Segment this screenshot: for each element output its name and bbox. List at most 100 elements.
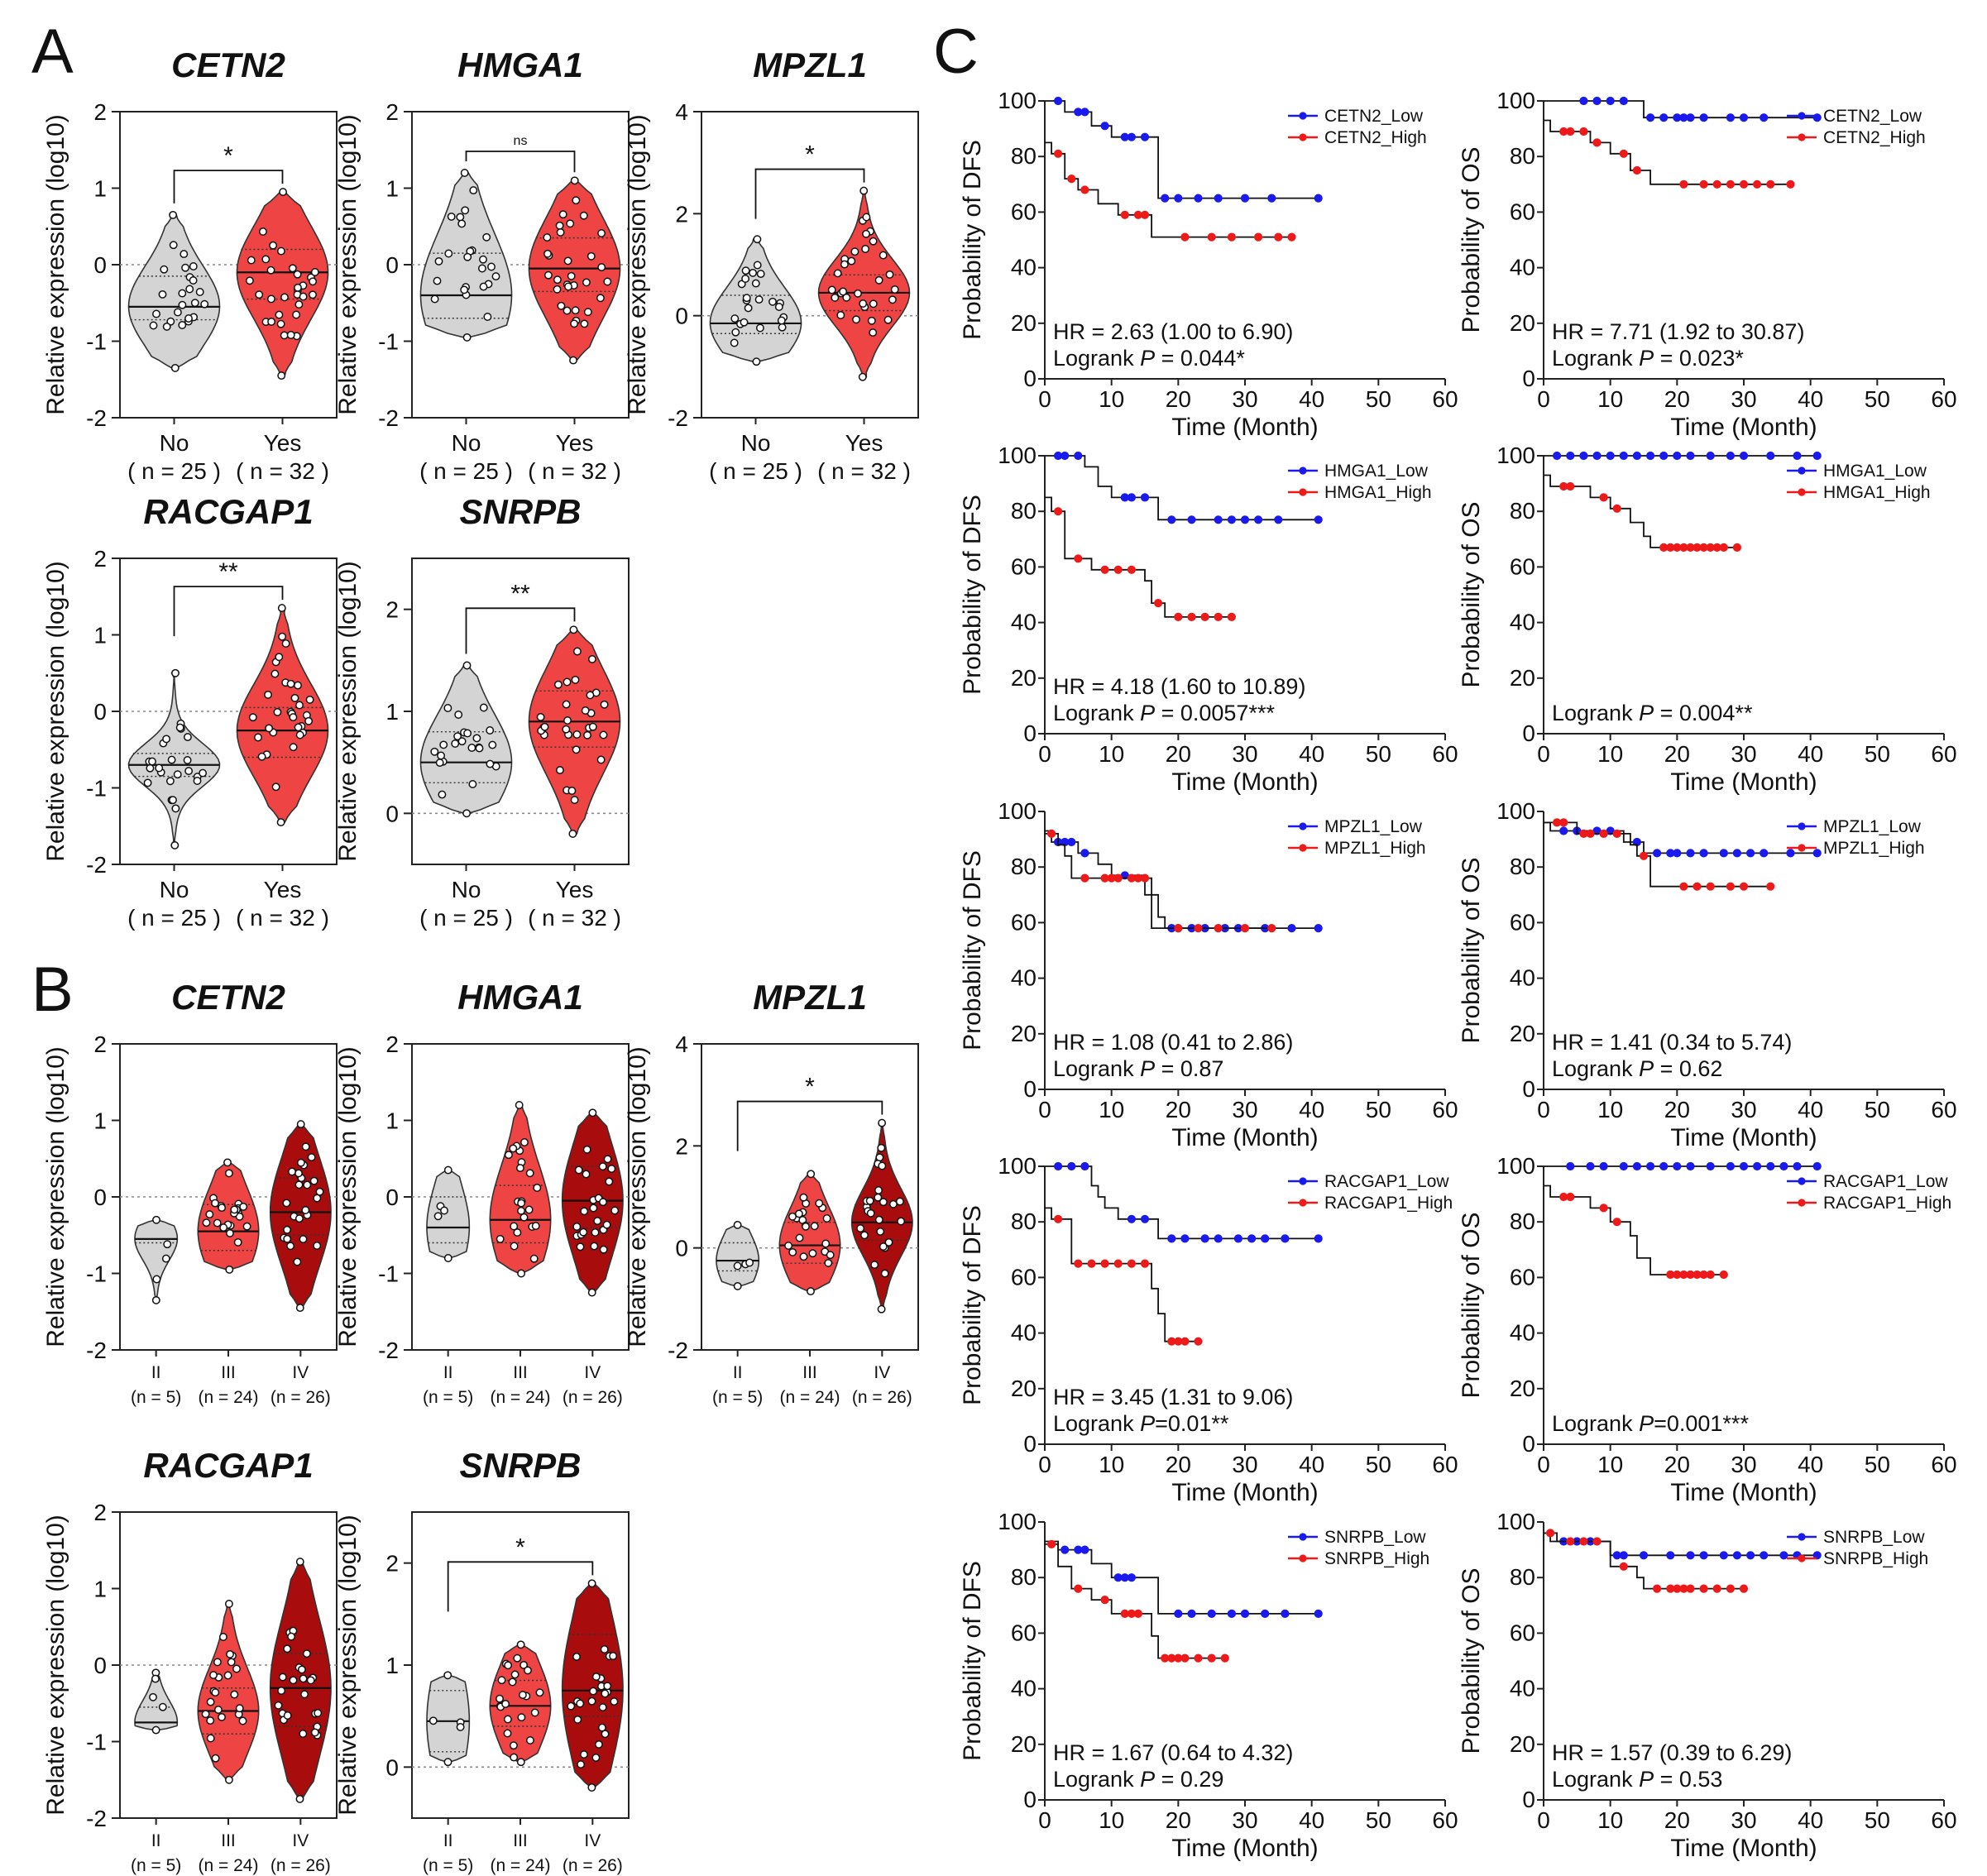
survival-curve-mpzl1-high bbox=[1045, 833, 1272, 929]
data-point bbox=[289, 743, 298, 752]
censor-mark bbox=[1061, 451, 1070, 461]
y-axis-title: Relative expression (log10) bbox=[42, 561, 69, 862]
censor-mark bbox=[1726, 882, 1735, 891]
data-point bbox=[741, 275, 750, 283]
legend-marker bbox=[1299, 844, 1307, 852]
significance-label: * bbox=[805, 141, 815, 169]
data-point bbox=[563, 716, 572, 725]
censor-mark bbox=[1054, 1161, 1063, 1171]
x-axis-title: Time (Month) bbox=[1171, 1835, 1318, 1862]
data-point bbox=[516, 1640, 525, 1649]
km-plot-hmga1-dfs: 0 20 40 60 80 100 0 10 20 30 40 50 60 Time (Month) Pro… bbox=[959, 443, 1458, 796]
stats-text: Logrank P = 0.29 bbox=[1053, 1767, 1223, 1792]
censor-mark bbox=[1760, 113, 1769, 122]
significance-bracket bbox=[465, 607, 576, 654]
violin-plot-b-racgap1: RACGAP1 -2 -1 0 1 2 Relative expression (log10… bbox=[42, 1446, 338, 1875]
data-point bbox=[294, 723, 303, 732]
y-tick-label: 20 bbox=[1510, 1376, 1535, 1401]
x-tick-label: III bbox=[802, 1363, 817, 1382]
data-point bbox=[884, 1237, 893, 1247]
x-tick-label: 50 bbox=[1366, 1807, 1391, 1833]
censor-mark bbox=[1180, 1653, 1190, 1663]
censor-mark bbox=[1739, 179, 1749, 189]
y-tick-label: 2 bbox=[385, 597, 399, 623]
legend-marker bbox=[1798, 1533, 1806, 1541]
data-point bbox=[599, 730, 608, 739]
censor-mark bbox=[1766, 179, 1775, 189]
data-point bbox=[294, 283, 302, 292]
censor-mark bbox=[1686, 1551, 1695, 1560]
data-point bbox=[297, 1665, 306, 1674]
x-tick-label: 40 bbox=[1299, 741, 1324, 767]
x-axis-title: Time (Month) bbox=[1670, 1479, 1817, 1506]
y-tick-label: 0 bbox=[385, 801, 399, 826]
data-point bbox=[513, 1653, 522, 1663]
data-point bbox=[603, 277, 612, 286]
data-point bbox=[443, 1671, 452, 1680]
data-point bbox=[572, 196, 581, 205]
data-point bbox=[583, 730, 591, 739]
data-point bbox=[558, 210, 567, 219]
x-tick-label: II bbox=[151, 1831, 161, 1850]
data-point bbox=[205, 1210, 214, 1219]
data-point bbox=[836, 311, 845, 319]
censor-mark bbox=[1080, 849, 1089, 858]
censor-mark bbox=[1739, 882, 1749, 891]
data-point bbox=[169, 241, 178, 250]
x-tick-label: 30 bbox=[1232, 386, 1257, 412]
stats-text: HR = 1.08 (0.41 to 2.86) bbox=[1053, 1030, 1293, 1055]
survival-curve-cetn2-high bbox=[1544, 119, 1791, 185]
x-tick-label: III bbox=[513, 1831, 528, 1850]
data-point bbox=[778, 323, 787, 332]
data-point bbox=[288, 1167, 296, 1176]
censor-mark bbox=[1566, 451, 1575, 461]
data-point bbox=[310, 1728, 319, 1737]
x-tick-label: 0 bbox=[1537, 1452, 1550, 1477]
data-point bbox=[530, 1708, 539, 1717]
censor-mark bbox=[1154, 599, 1163, 608]
data-point bbox=[741, 266, 750, 275]
data-point bbox=[271, 669, 280, 678]
data-point bbox=[515, 1101, 524, 1109]
x-tick-label: II bbox=[443, 1831, 453, 1850]
data-point bbox=[518, 1691, 527, 1700]
censor-mark bbox=[1686, 849, 1695, 858]
data-point bbox=[582, 1145, 591, 1154]
data-point bbox=[230, 1690, 239, 1699]
legend-marker bbox=[1798, 1199, 1806, 1207]
x-tick-label: 20 bbox=[1166, 741, 1191, 767]
data-point bbox=[224, 1775, 233, 1784]
data-point bbox=[429, 1716, 438, 1725]
data-point bbox=[510, 1670, 519, 1679]
data-point bbox=[888, 295, 897, 304]
data-point bbox=[295, 1304, 304, 1313]
y-tick-label: 1 bbox=[385, 176, 399, 202]
y-axis-title: Relative expression (log10) bbox=[624, 1046, 651, 1347]
x-tick-label: 20 bbox=[1166, 1807, 1191, 1833]
y-tick-label: 100 bbox=[998, 798, 1037, 824]
data-point bbox=[479, 255, 487, 264]
data-point bbox=[571, 306, 580, 315]
data-point bbox=[597, 229, 606, 237]
x-tick-label: 60 bbox=[1432, 1807, 1458, 1833]
data-point bbox=[879, 1198, 888, 1207]
data-point bbox=[833, 269, 842, 278]
data-point bbox=[199, 768, 208, 778]
legend-label: CETN2_Low bbox=[1324, 107, 1424, 126]
x-tick-label: 0 bbox=[1038, 741, 1051, 767]
legend-label: CETN2_High bbox=[1324, 128, 1427, 147]
x-tick-label: 30 bbox=[1731, 386, 1756, 412]
y-tick-label: 80 bbox=[1510, 498, 1535, 524]
y-tick-label: 0 bbox=[1522, 1431, 1535, 1457]
censor-mark bbox=[1793, 1161, 1802, 1171]
x-tick-label: 40 bbox=[1299, 1097, 1324, 1122]
censor-mark bbox=[1180, 1234, 1190, 1243]
censor-mark bbox=[1240, 1609, 1250, 1619]
data-point bbox=[479, 282, 488, 291]
data-point bbox=[827, 285, 836, 294]
x-tick-label: 20 bbox=[1664, 1097, 1690, 1122]
y-tick-label: 60 bbox=[1510, 909, 1535, 935]
censor-mark bbox=[1194, 194, 1203, 203]
data-point bbox=[309, 277, 318, 286]
data-point bbox=[582, 278, 591, 287]
